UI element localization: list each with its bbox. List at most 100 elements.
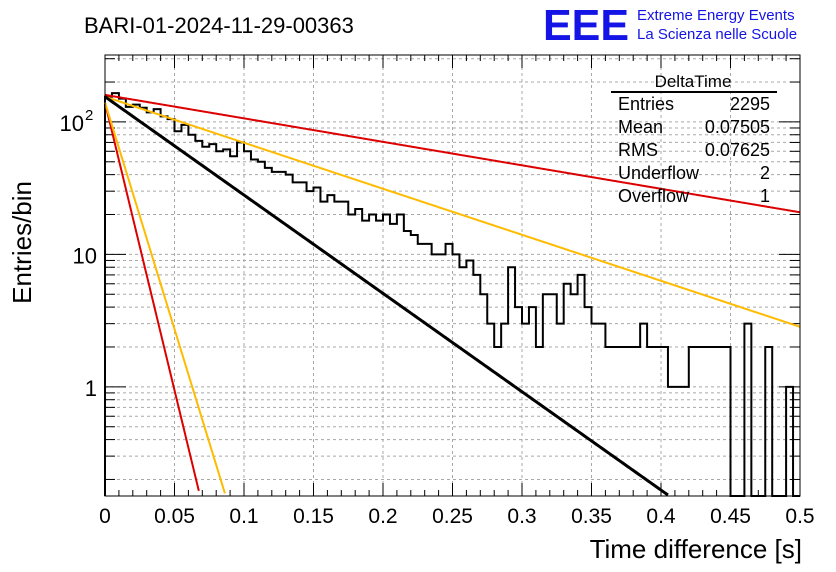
histogram-steps xyxy=(104,92,800,497)
histogram-bin xyxy=(369,215,376,496)
eee-logo: EEE Extreme Energy Events La Scienza nel… xyxy=(543,1,797,50)
x-tick-label: 0 xyxy=(99,505,111,528)
run-title: BARI-01-2024-11-29-00363 xyxy=(84,13,354,38)
histogram-bin xyxy=(571,294,578,496)
histogram-bin xyxy=(188,135,195,496)
histogram-bin xyxy=(258,162,265,496)
eee-logo-mark: EEE xyxy=(543,1,629,50)
histogram-bin xyxy=(411,235,418,496)
histogram-bin xyxy=(543,294,550,496)
x-tick-label: 0.05 xyxy=(154,505,195,528)
histogram-bin xyxy=(175,131,182,496)
histogram-bin xyxy=(432,254,439,496)
histogram-bin xyxy=(154,109,161,496)
histogram-bin xyxy=(626,347,633,496)
histogram-bin xyxy=(786,387,793,496)
histogram-bin xyxy=(598,324,605,496)
histogram-bin xyxy=(133,105,140,496)
histogram-bin xyxy=(244,151,251,496)
histogram-bin xyxy=(647,347,654,496)
histogram-bin xyxy=(668,387,675,496)
histogram-bin xyxy=(439,254,446,496)
histogram-bin xyxy=(397,215,404,496)
histogram-bin xyxy=(147,112,154,496)
histogram-bin xyxy=(605,347,612,496)
stats-box: DeltaTime Entries 2295 Mean 0.07505 RMS 0.076… xyxy=(611,72,777,206)
histogram-bin xyxy=(466,260,473,496)
histogram-bin xyxy=(744,324,751,496)
histogram-bin xyxy=(717,347,724,496)
histogram-bin xyxy=(703,347,710,496)
histogram-bin xyxy=(265,168,272,496)
histogram-bin xyxy=(140,108,147,496)
histogram-bin xyxy=(390,224,397,496)
histogram-bin xyxy=(612,347,619,496)
curve-fast-orange xyxy=(104,102,226,494)
eee-logo-line2: La Scienza nelle Scuole xyxy=(637,26,797,43)
stats-value: 0.07625 xyxy=(705,140,770,160)
histogram-bin xyxy=(765,347,772,496)
histogram-bin xyxy=(320,202,327,496)
histogram-bin xyxy=(578,275,585,496)
histogram-bin xyxy=(376,221,383,496)
x-tick-label: 0.45 xyxy=(710,505,751,528)
histogram-bin xyxy=(661,347,668,496)
y-tick-exponent: 2 xyxy=(85,107,93,124)
histogram-bin xyxy=(286,175,293,496)
y-tick-label: 10 xyxy=(60,111,84,136)
stats-label: Overflow xyxy=(618,186,690,206)
histogram-bin xyxy=(682,387,689,496)
histogram-bin xyxy=(348,215,355,496)
histogram-bin xyxy=(362,221,369,496)
histogram-bin xyxy=(619,347,626,496)
histogram-bin xyxy=(675,387,682,496)
curve-fast-red xyxy=(104,102,200,492)
histogram-bin xyxy=(314,187,321,496)
stats-label: Mean xyxy=(618,117,663,137)
stats-rows: Entries 2295 Mean 0.07505 RMS 0.07625Underflo… xyxy=(618,94,770,206)
histogram-bin xyxy=(480,294,487,496)
histogram-bin xyxy=(195,141,202,496)
histogram-bin xyxy=(487,324,494,496)
x-tick-label: 0.1 xyxy=(229,505,258,528)
x-tick-label: 0.2 xyxy=(368,505,397,528)
x-axis-label: Time difference [s] xyxy=(590,534,802,564)
x-tick-label: 0.15 xyxy=(293,505,334,528)
histogram-bin xyxy=(300,182,307,496)
stats-value: 2 xyxy=(760,163,770,183)
histogram-bin xyxy=(459,267,466,496)
histogram-bin xyxy=(251,160,258,496)
y-axis-label: Entries/bin xyxy=(7,181,37,304)
histogram-bin xyxy=(585,307,592,496)
stats-label: Underflow xyxy=(618,163,700,183)
histogram-bin xyxy=(494,347,501,496)
histogram-bin xyxy=(418,244,425,496)
histogram-bin xyxy=(327,195,334,496)
histogram-bin xyxy=(564,284,571,496)
histogram-bin xyxy=(522,324,529,496)
histogram-bin xyxy=(473,275,480,496)
histogram-bin xyxy=(557,324,564,496)
histogram-bin xyxy=(689,347,696,496)
stats-label: RMS xyxy=(618,140,658,160)
histogram-bin xyxy=(724,347,731,496)
curve-slow-orange xyxy=(104,95,801,328)
y-tick-label: 10 xyxy=(73,243,97,268)
histogram-bin xyxy=(307,191,314,496)
curve-fit xyxy=(104,95,669,497)
histogram-bin xyxy=(453,254,460,496)
x-tick-labels: 0 0.05 0.1 0.15 0.2 0.25 0.3 0.35 0.4 0.45 0.5 xyxy=(99,505,814,528)
histogram-bin xyxy=(126,107,133,496)
histogram-bin xyxy=(341,202,348,496)
fit-curves xyxy=(104,93,801,497)
histogram-bin xyxy=(501,324,508,496)
x-tick-label: 0.4 xyxy=(646,505,676,528)
histogram-bin xyxy=(515,307,522,496)
x-tick-label: 0.5 xyxy=(785,505,814,528)
eee-logo-line1: Extreme Energy Events xyxy=(637,7,795,24)
stats-value: 1 xyxy=(760,186,770,206)
histogram-bin xyxy=(696,347,703,496)
histogram-bin xyxy=(230,156,237,496)
curve-slow-red xyxy=(104,93,801,214)
